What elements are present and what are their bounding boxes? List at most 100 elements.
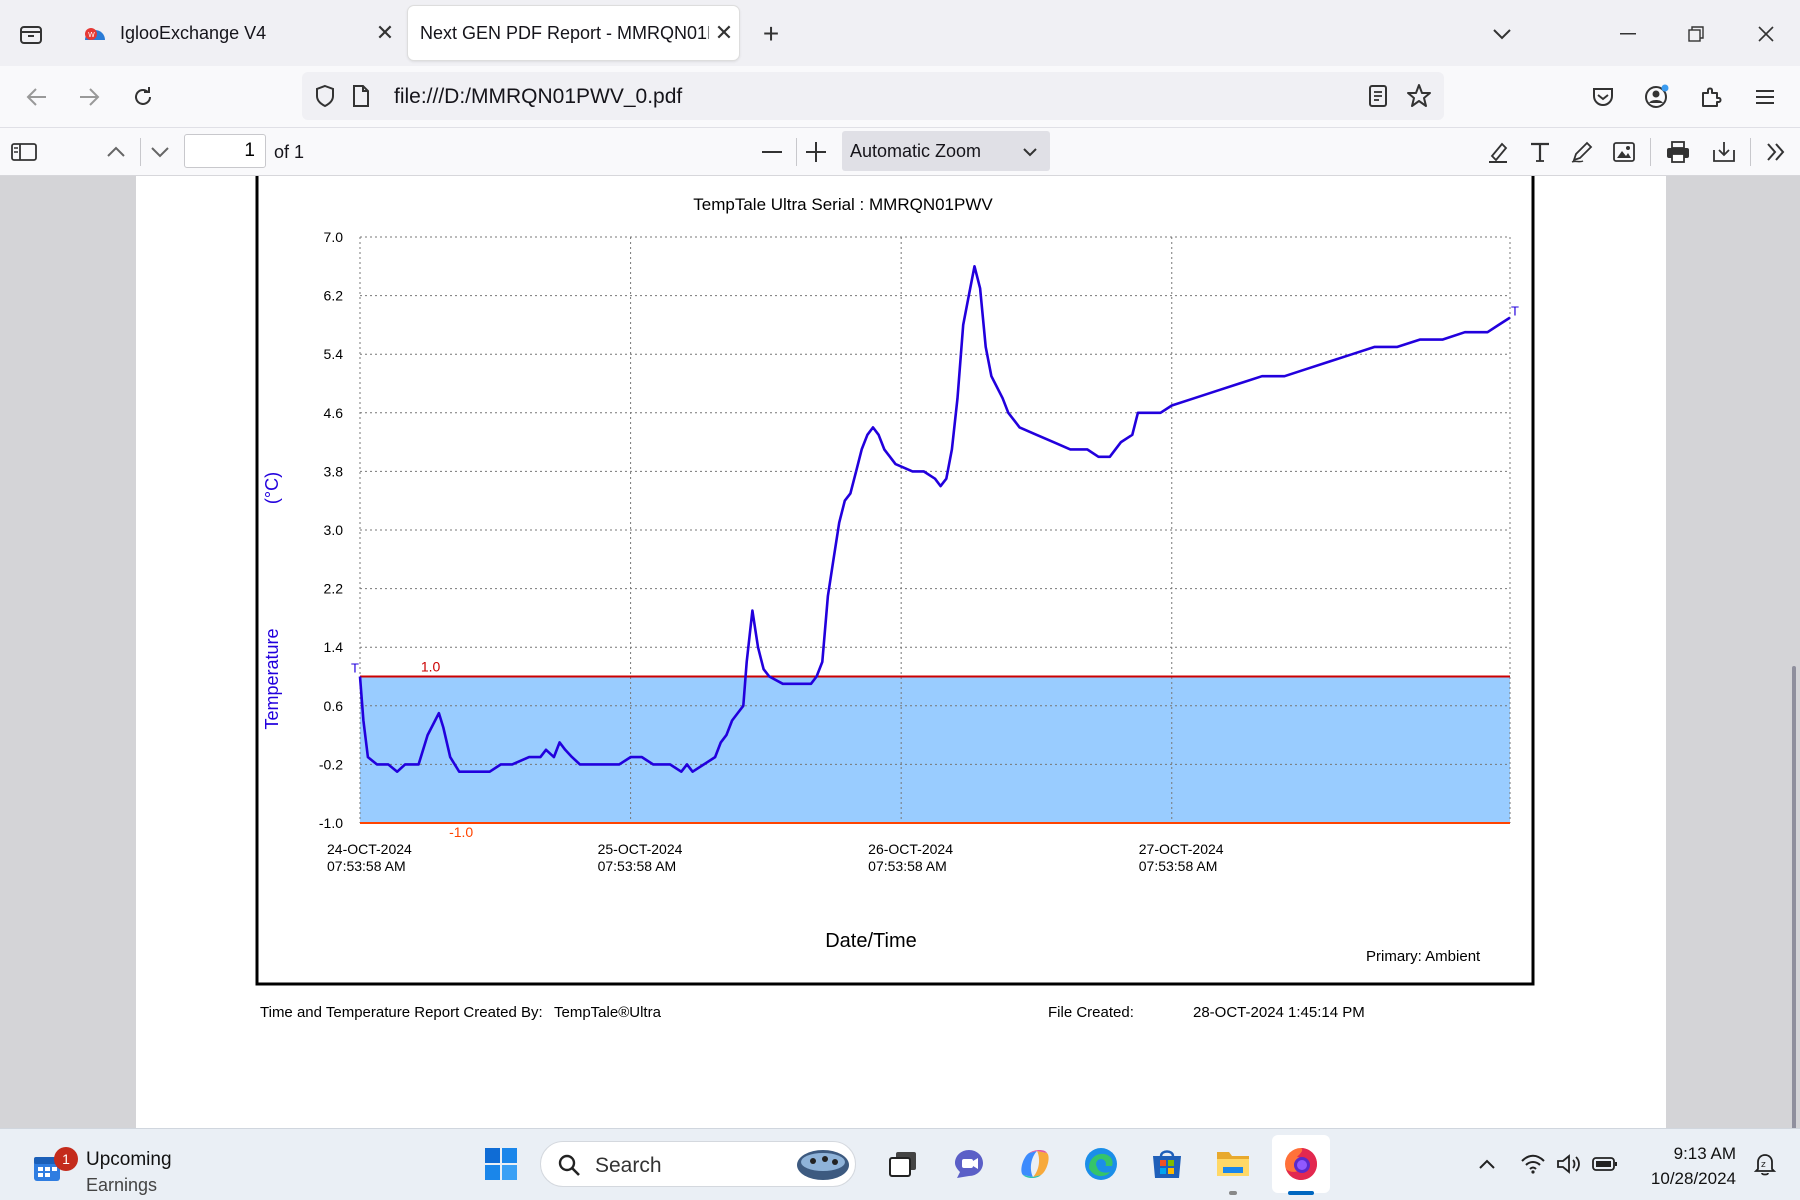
system-clock[interactable]: 9:13 AM 10/28/2024 xyxy=(1651,1141,1736,1191)
chevron-down-icon xyxy=(1022,141,1038,162)
tab-title: IglooExchange V4 xyxy=(120,22,267,43)
y-tick-label: 4.6 xyxy=(324,405,344,421)
file-explorer-icon[interactable] xyxy=(1210,1141,1256,1187)
svg-text:W: W xyxy=(88,31,95,39)
toolbar-separator xyxy=(140,138,141,166)
x-tick-date: 27-OCT-2024 xyxy=(1139,841,1224,857)
print-icon[interactable] xyxy=(1660,134,1696,170)
y-axis-unit: (°C) xyxy=(262,472,282,504)
back-icon[interactable] xyxy=(18,78,56,116)
taskbar-search[interactable]: Search xyxy=(540,1141,856,1187)
task-view-icon[interactable] xyxy=(880,1141,926,1187)
restore-icon[interactable] xyxy=(1676,14,1716,54)
account-icon[interactable] xyxy=(1638,78,1676,116)
upper-limit-label: 1.0 xyxy=(421,659,441,675)
battery-icon[interactable] xyxy=(1590,1149,1620,1179)
save-download-icon[interactable] xyxy=(1706,134,1742,170)
volume-icon[interactable] xyxy=(1554,1149,1584,1179)
address-bar[interactable]: file:///D:/MMRQN01PWV_0.pdf xyxy=(302,72,1444,120)
windows-start-icon[interactable] xyxy=(478,1141,524,1187)
clock-time: 9:13 AM xyxy=(1673,1144,1736,1163)
toolbar-separator xyxy=(796,138,797,166)
tab-list-icon[interactable] xyxy=(14,17,48,51)
y-tick-label: 6.2 xyxy=(324,288,344,304)
created-by-value: TempTale®Ultra xyxy=(554,1004,661,1021)
x-tick-time: 07:53:58 AM xyxy=(327,858,406,874)
edge-browser-icon[interactable] xyxy=(1078,1141,1124,1187)
file-icon xyxy=(352,84,370,113)
shield-icon[interactable] xyxy=(314,84,336,113)
menu-icon[interactable] xyxy=(1746,78,1784,116)
x-tick-date: 25-OCT-2024 xyxy=(598,841,683,857)
x-tick-time: 07:53:58 AM xyxy=(868,858,947,874)
bookmark-star-icon[interactable] xyxy=(1406,83,1432,114)
y-tick-labels: 7.0 6.2 5.4 4.6 3.8 3.0 2.2 1.4 0.6 -0.2 -1.0 xyxy=(319,229,343,831)
x-tick-date: 26-OCT-2024 xyxy=(868,841,953,857)
reload-icon[interactable] xyxy=(124,78,162,116)
zoom-select[interactable]: Automatic Zoom xyxy=(842,131,1050,171)
file-created-label: File Created: xyxy=(1048,1004,1134,1021)
calendar-widget-icon xyxy=(32,1153,62,1188)
pocket-icon[interactable] xyxy=(1584,78,1622,116)
search-highlight-icon xyxy=(795,1146,851,1189)
teams-chat-icon[interactable] xyxy=(946,1141,992,1187)
notification-badge: 1 xyxy=(54,1147,78,1171)
tab-igloo-exchange[interactable]: W IglooExchange V4 ✕ xyxy=(68,6,400,60)
tab-title: Next GEN PDF Report - MMRQN01PWV_0.pdf xyxy=(420,22,709,43)
extensions-icon[interactable] xyxy=(1692,78,1730,116)
pdf-viewer[interactable]: 7.0 6.2 5.4 4.6 3.8 3.0 2.2 1.4 0.6 -0.2 -1.0 24-O… xyxy=(0,176,1800,1128)
lower-limit-label: -1.0 xyxy=(449,824,473,840)
chart-title: TempTale Ultra Serial : MMRQN01PWV xyxy=(693,195,993,214)
svg-text:z: z xyxy=(1761,1160,1766,1170)
notification-center-icon[interactable]: z xyxy=(1748,1147,1782,1181)
widget-title: Upcoming xyxy=(86,1149,172,1170)
toolbar-separator xyxy=(1650,138,1651,166)
y-tick-label: 1.4 xyxy=(324,639,344,655)
close-tab-icon[interactable]: ✕ xyxy=(714,20,734,45)
add-image-icon[interactable] xyxy=(1606,134,1642,170)
end-marker: T xyxy=(1511,304,1519,319)
text-tool-icon[interactable] xyxy=(1522,134,1558,170)
firefox-icon[interactable] xyxy=(1272,1135,1330,1193)
previous-page-icon[interactable] xyxy=(98,134,134,170)
search-icon xyxy=(557,1153,581,1182)
forward-icon[interactable] xyxy=(70,78,108,116)
y-tick-label: -0.2 xyxy=(319,756,343,772)
zoom-value: Automatic Zoom xyxy=(850,141,982,161)
reader-view-icon[interactable] xyxy=(1368,84,1388,113)
start-marker: T xyxy=(351,661,359,676)
next-page-icon[interactable] xyxy=(142,134,178,170)
sidebar-toggle-icon[interactable] xyxy=(6,134,42,170)
chart-frame xyxy=(255,176,1535,986)
draw-icon[interactable] xyxy=(1564,134,1600,170)
close-tab-icon[interactable]: ✕ xyxy=(375,20,395,45)
page-number-input[interactable] xyxy=(184,134,266,168)
windows-taskbar: 1 Upcoming Earnings Search xyxy=(0,1128,1800,1200)
file-created-value: 28-OCT-2024 1:45:14 PM xyxy=(1193,1004,1365,1021)
y-axis-label: Temperature xyxy=(262,628,282,729)
close-window-icon[interactable] xyxy=(1746,14,1786,54)
tab-pdf-report[interactable]: Next GEN PDF Report - MMRQN01PWV_0.pdf ✕ xyxy=(408,6,739,60)
zoom-out-icon[interactable] xyxy=(754,134,790,170)
wifi-icon[interactable] xyxy=(1518,1149,1548,1179)
page-count: of 1 xyxy=(274,142,305,162)
created-by-label: Time and Temperature Report Created By: xyxy=(260,1004,543,1021)
y-tick-label: 7.0 xyxy=(324,229,344,245)
new-tab-icon[interactable]: + xyxy=(762,18,780,49)
microsoft-store-icon[interactable] xyxy=(1144,1141,1190,1187)
widgets-button[interactable]: 1 Upcoming Earnings xyxy=(10,1137,220,1195)
highlight-icon[interactable] xyxy=(1480,134,1516,170)
list-all-tabs-icon[interactable] xyxy=(1482,14,1522,54)
zoom-in-icon[interactable] xyxy=(798,134,834,170)
vertical-scrollbar[interactable] xyxy=(1792,666,1796,1128)
search-placeholder: Search xyxy=(595,1154,662,1177)
pdf-toolbar: of 1 Automatic Zoom xyxy=(0,128,1800,176)
app-active-indicator xyxy=(1288,1191,1314,1195)
copilot-icon[interactable] xyxy=(1012,1141,1058,1187)
more-tools-icon[interactable] xyxy=(1758,134,1794,170)
x-tick-time: 07:53:58 AM xyxy=(1139,858,1218,874)
y-tick-label: 5.4 xyxy=(324,346,344,362)
show-hidden-icons-chevron-up-icon[interactable] xyxy=(1472,1149,1502,1179)
minimize-icon[interactable] xyxy=(1608,14,1648,54)
